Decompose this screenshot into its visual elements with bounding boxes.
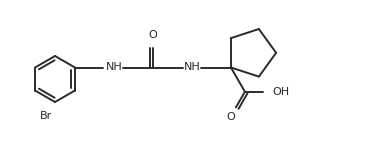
Text: O: O (227, 112, 235, 122)
Text: O: O (149, 30, 157, 41)
Text: NH: NH (105, 62, 122, 73)
Text: NH: NH (184, 62, 200, 73)
Text: OH: OH (272, 87, 289, 97)
Text: Br: Br (40, 111, 52, 121)
